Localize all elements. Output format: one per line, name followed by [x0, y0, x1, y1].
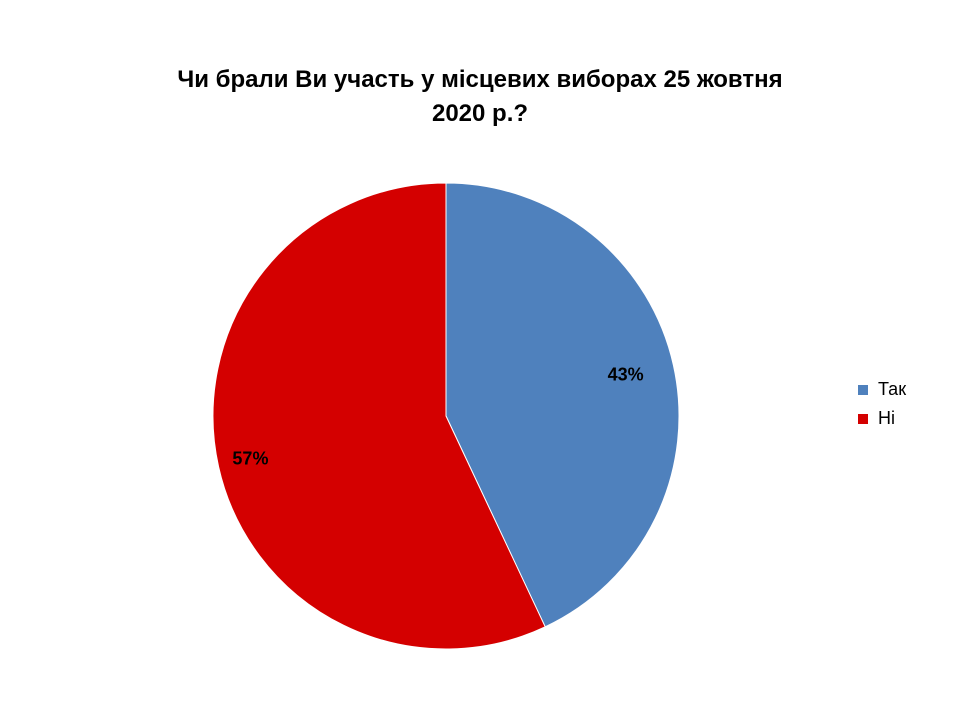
pie-slices — [212, 182, 680, 650]
pie-data-labels: 43% 57% — [232, 365, 643, 469]
data-label-tak: 43% — [608, 365, 644, 385]
legend-item-tak: Так — [858, 375, 906, 404]
legend-item-ni: Ні — [858, 404, 906, 433]
pie-slice-tak — [445, 182, 680, 628]
legend: Так Ні — [858, 375, 906, 433]
legend-swatch-tak — [858, 384, 868, 395]
pie-slice-ni — [212, 182, 546, 650]
chart-title: Чи брали Ви участь у місцевих виборах 25… — [100, 63, 860, 131]
legend-label-tak: Так — [878, 379, 907, 399]
chart-title-line-1: Чи брали Ви участь у місцевих виборах 25… — [177, 66, 783, 93]
chart-title-line-2: 2020 р.? — [431, 100, 529, 127]
legend-label-ni: Ні — [878, 408, 895, 428]
legend-swatch-ni — [858, 413, 868, 424]
data-label-ni: 57% — [232, 448, 268, 468]
